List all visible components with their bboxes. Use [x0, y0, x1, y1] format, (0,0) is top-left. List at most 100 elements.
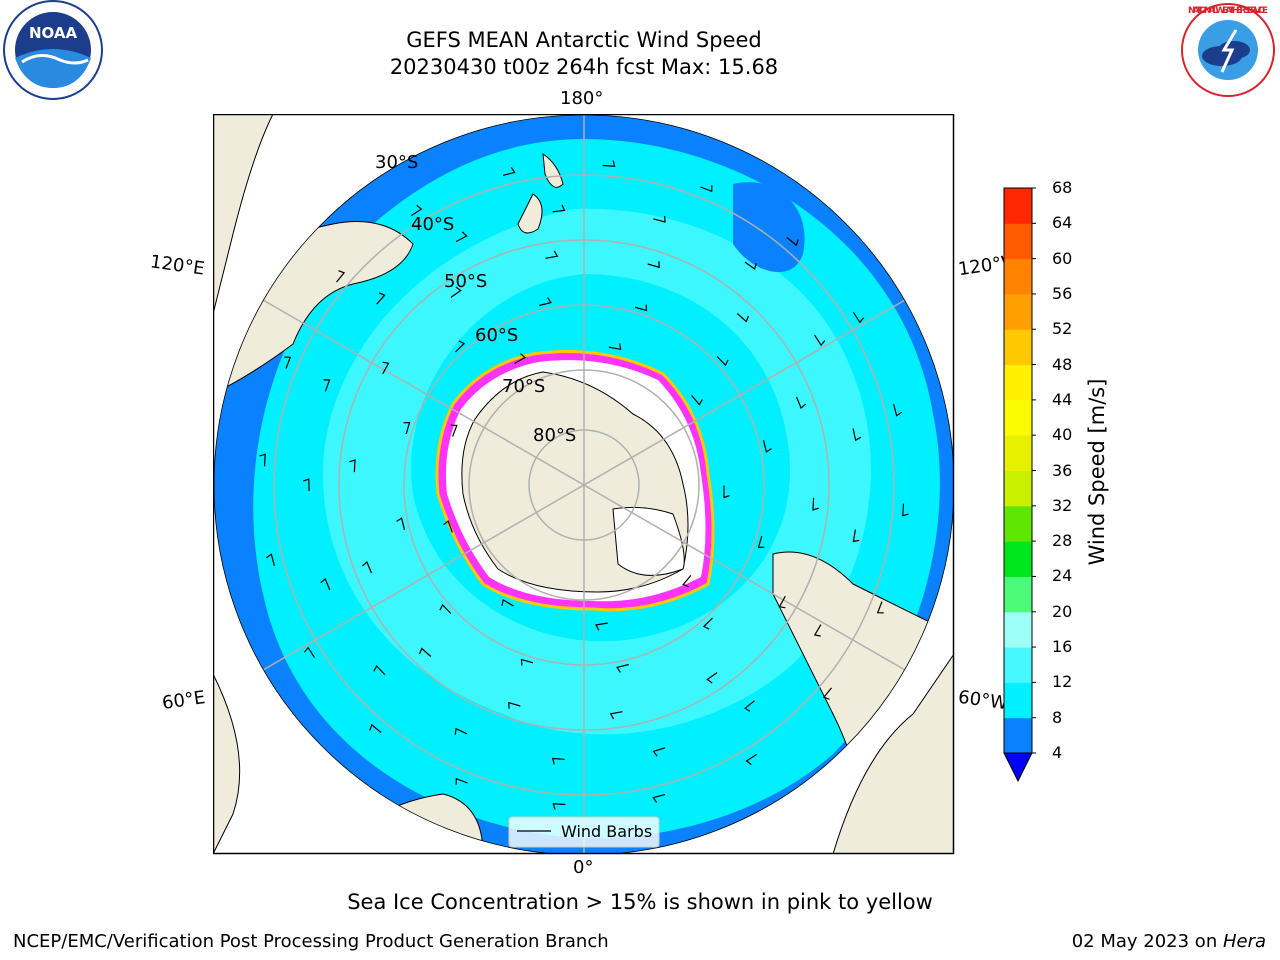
lat-label-70s: 70°S: [502, 376, 545, 397]
footer-credit: NCEP/EMC/Verification Post Processing Pr…: [13, 931, 609, 952]
wind-barb: [284, 356, 292, 369]
wind-barb: [652, 747, 666, 757]
lon-label-120e: 120°E: [148, 251, 206, 280]
colorbar-tick-label: 4: [1052, 743, 1063, 762]
colorbar-segment: [1004, 611, 1032, 648]
lon-label-0: 0°: [573, 857, 594, 878]
land-corner-se: [832, 653, 954, 854]
wind-barb: [520, 658, 534, 666]
colorbar-tick-label: 16: [1052, 637, 1073, 657]
colorbar-tick-label: 32: [1052, 495, 1073, 515]
map-frame: [213, 114, 955, 855]
lat-label-60s: 60°S: [475, 325, 518, 346]
colorbar-tick-label: 28: [1052, 531, 1073, 551]
wind-barb: [700, 185, 713, 193]
wind-barb: [616, 663, 629, 673]
colorbar-segment: [1004, 329, 1032, 366]
colorbar-tick-label: 40: [1052, 425, 1073, 445]
colorbar-tick-label: 20: [1052, 601, 1073, 621]
wind-barb: [403, 421, 411, 435]
wind-barb: [652, 794, 666, 803]
colorbar-tick-label: 8: [1052, 707, 1063, 727]
colorbar-segment: [1004, 470, 1032, 507]
wind-barb: [595, 622, 608, 631]
wind-barb: [682, 575, 692, 588]
wind-barb: [302, 478, 310, 492]
wind-barb: [259, 453, 266, 467]
colorbar-tick-label: 36: [1052, 460, 1073, 480]
colorbar-segment: [1004, 541, 1032, 577]
wind-barb: [902, 503, 909, 517]
wind-barb: [336, 270, 346, 283]
land-corner-nw: [213, 114, 274, 315]
colorbar-segment: [1004, 399, 1032, 436]
legend-label: Wind Barbs: [561, 822, 652, 841]
colorbar-tick-label: 64: [1052, 213, 1073, 233]
wind-barb: [349, 459, 356, 473]
wind-barb: [745, 753, 758, 766]
wind-barb: [552, 204, 566, 213]
noaa-logo: NOAA: [3, 0, 103, 100]
wind-barb: [723, 485, 730, 499]
wind-barb: [608, 343, 622, 351]
wind-barb: [736, 313, 750, 323]
wind-barb: [323, 379, 331, 392]
wind-barbs: [259, 160, 909, 810]
wind-barb: [443, 520, 453, 533]
colorbar: [1003, 187, 1036, 783]
wind-barb: [852, 311, 865, 324]
wind-barb: [609, 711, 623, 720]
wind-barb: [450, 286, 462, 298]
wind-barb: [876, 601, 884, 614]
footer-host: Hera: [1222, 931, 1266, 952]
colorbar-segment: [1004, 682, 1032, 719]
wind-barb: [744, 261, 757, 270]
wind-barb: [762, 440, 772, 453]
wind-barb: [320, 577, 331, 591]
lat-label-80s: 80°S: [533, 425, 576, 446]
colorbar-segment: [1004, 258, 1032, 295]
colorbar-segment: [1004, 717, 1032, 754]
chart-title: GEFS MEAN Antarctic Wind Speed: [406, 28, 762, 52]
wind-barb: [602, 160, 616, 167]
wind-barb: [369, 723, 382, 733]
colorbar-segment: [1004, 647, 1032, 683]
wind-barb: [539, 297, 552, 307]
wind-barb: [653, 215, 666, 223]
wind-barb: [822, 687, 832, 700]
lat-label-30s: 30°S: [375, 152, 418, 173]
footer-date: 02 May 2023 on Hera: [1072, 931, 1266, 952]
wind-barb: [716, 356, 729, 367]
wind-barb: [706, 672, 718, 684]
wind-barb: [812, 497, 819, 511]
footer-date-text: 02 May 2023 on: [1071, 931, 1223, 952]
wind-barb: [852, 529, 860, 543]
colorbar-tick-label: 52: [1052, 319, 1073, 339]
wind-barb: [303, 646, 316, 659]
wind-barb: [702, 617, 713, 630]
wind-barb: [439, 603, 452, 614]
colorbar-segment: [1004, 435, 1032, 471]
lat-label-40s: 40°S: [411, 214, 454, 235]
wind-barb: [852, 428, 862, 442]
wind-barb: [266, 553, 275, 567]
wind-barb: [786, 237, 799, 247]
wind-barb: [418, 647, 432, 657]
wind-barb: [455, 231, 468, 243]
colorbar-tick-label: 44: [1052, 389, 1073, 409]
lon-label-180: 180°: [560, 88, 604, 109]
wind-barb: [552, 803, 566, 810]
wind-barb: [545, 250, 559, 259]
wind-barb: [795, 396, 806, 409]
wind-barb: [454, 727, 468, 735]
wind-barb: [396, 517, 406, 530]
colorbar-segment: [1004, 223, 1032, 260]
wind-barb: [551, 757, 565, 765]
wind-barb: [376, 292, 386, 305]
wind-barb: [813, 624, 822, 637]
land-corner-sw: [213, 673, 241, 854]
wind-barb: [757, 535, 765, 549]
colorbar-segment: [1004, 293, 1032, 330]
colorbar-tick-label: 68: [1052, 178, 1073, 197]
wind-barb: [778, 595, 786, 609]
